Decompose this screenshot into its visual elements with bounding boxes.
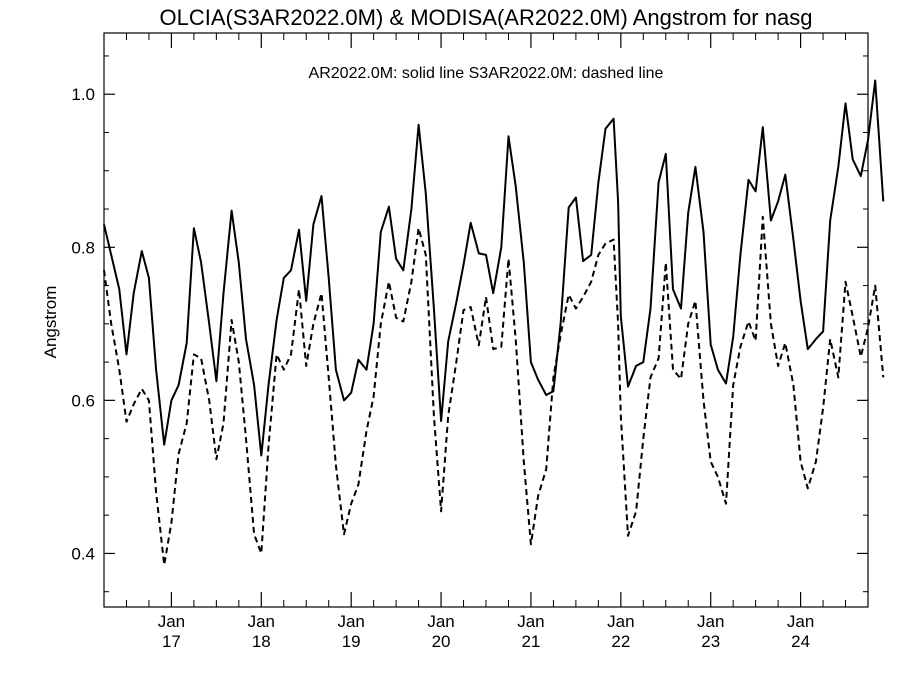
x-tick-month-label: Jan [697, 612, 724, 631]
x-tick-year-label: 18 [252, 632, 271, 651]
chart-title: OLCIA(S3AR2022.0M) & MODISA(AR2022.0M) A… [160, 5, 813, 30]
x-tick-year-label: 23 [701, 632, 720, 651]
y-tick-label: 0.4 [71, 544, 95, 563]
x-tick-year-label: 21 [521, 632, 540, 651]
legend-annotation: AR2022.0M: solid line S3AR2022.0M: dashe… [309, 65, 664, 82]
x-tick-month-label: Jan [337, 612, 364, 631]
x-tick-month-label: Jan [517, 612, 544, 631]
y-axis-ticks: 0.4 0.6 0.8 1.0 [71, 55, 868, 593]
y-tick-label: 1.0 [71, 85, 95, 104]
x-tick-year-label: 19 [342, 632, 361, 651]
x-tick-year-label: 22 [611, 632, 630, 651]
y-tick-label: 0.8 [71, 238, 95, 257]
data-series [103, 79, 885, 566]
series-line-s3ar2022-0m [103, 215, 885, 566]
x-tick-month-label: Jan [427, 612, 454, 631]
x-tick-month-label: Jan [787, 612, 814, 631]
y-tick-label: 0.6 [71, 391, 95, 410]
x-tick-month-label: Jan [607, 612, 634, 631]
y-axis-label: Angstrom [41, 286, 60, 359]
x-tick-month-label: Jan [248, 612, 275, 631]
x-tick-month-label: Jan [158, 612, 185, 631]
x-tick-year-label: 17 [162, 632, 181, 651]
x-tick-year-label: 24 [791, 632, 810, 651]
series-line-ar2022-0m [103, 79, 885, 457]
x-tick-year-label: 20 [432, 632, 451, 651]
plot-frame [103, 32, 869, 608]
